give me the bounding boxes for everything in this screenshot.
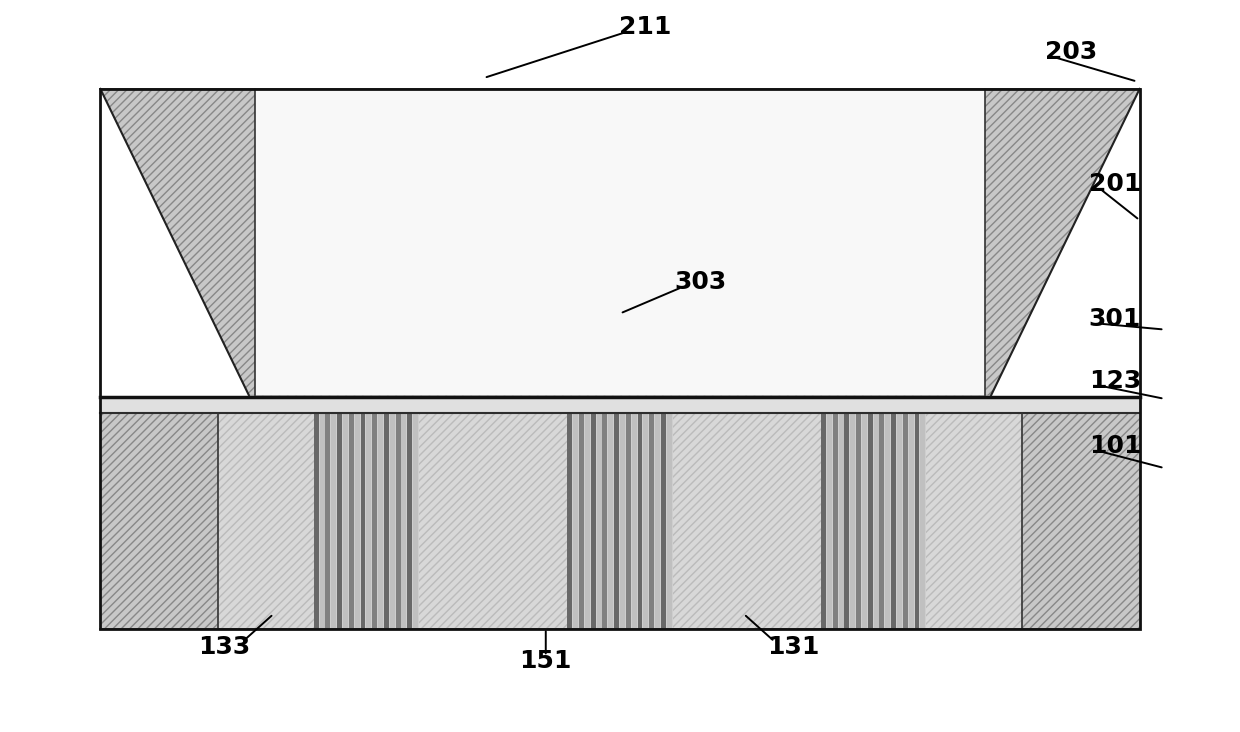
Text: 101: 101 xyxy=(1089,434,1141,458)
Bar xyxy=(100,414,1140,629)
Bar xyxy=(378,414,383,629)
Bar xyxy=(573,414,578,629)
Bar xyxy=(413,414,418,629)
Bar xyxy=(590,414,595,629)
Bar xyxy=(827,414,832,629)
Bar xyxy=(396,414,401,629)
Bar xyxy=(402,414,407,629)
Bar xyxy=(218,414,1022,629)
Text: 131: 131 xyxy=(768,635,820,659)
Bar xyxy=(644,414,649,629)
Polygon shape xyxy=(255,89,985,395)
Bar xyxy=(596,414,601,629)
Bar xyxy=(314,414,419,629)
Bar xyxy=(609,414,614,629)
Bar xyxy=(348,414,353,629)
Bar xyxy=(568,414,573,629)
Bar xyxy=(833,414,838,629)
Bar xyxy=(579,414,584,629)
Bar xyxy=(331,414,336,629)
Bar xyxy=(337,414,342,629)
Bar xyxy=(320,414,325,629)
Bar xyxy=(355,414,360,629)
Text: 211: 211 xyxy=(619,15,671,39)
Bar xyxy=(856,414,861,629)
Text: 123: 123 xyxy=(1089,369,1141,392)
Bar xyxy=(892,414,897,629)
Bar xyxy=(920,414,925,629)
Polygon shape xyxy=(100,89,1140,395)
Bar xyxy=(885,414,890,629)
Bar xyxy=(667,414,672,629)
Bar xyxy=(407,414,412,629)
Text: 203: 203 xyxy=(1045,40,1097,64)
Bar xyxy=(366,414,371,629)
Bar xyxy=(614,414,619,629)
Text: 133: 133 xyxy=(198,635,250,659)
Text: 303: 303 xyxy=(675,270,727,294)
Text: 301: 301 xyxy=(1089,307,1141,331)
Bar xyxy=(844,414,849,629)
Bar xyxy=(620,414,625,629)
Bar xyxy=(603,414,608,629)
Bar xyxy=(903,414,908,629)
Bar xyxy=(361,414,366,629)
Bar xyxy=(100,397,1140,414)
Text: 151: 151 xyxy=(520,649,572,673)
Bar xyxy=(631,414,636,629)
Bar xyxy=(218,414,1022,629)
Bar xyxy=(650,414,655,629)
Bar xyxy=(343,414,348,629)
Bar xyxy=(372,414,377,629)
Text: 201: 201 xyxy=(1089,172,1141,195)
Bar xyxy=(862,414,867,629)
Bar xyxy=(325,414,330,629)
Bar xyxy=(637,414,642,629)
Bar xyxy=(626,414,631,629)
Bar xyxy=(851,414,856,629)
Bar xyxy=(568,414,672,629)
Bar xyxy=(389,414,394,629)
Bar xyxy=(909,414,914,629)
Bar xyxy=(868,414,873,629)
Bar xyxy=(384,414,389,629)
Bar xyxy=(100,414,1140,629)
Bar xyxy=(655,414,660,629)
Bar xyxy=(897,414,901,629)
Bar xyxy=(821,414,826,629)
Bar xyxy=(585,414,590,629)
Bar xyxy=(661,414,666,629)
Bar xyxy=(879,414,884,629)
Bar xyxy=(821,414,926,629)
Bar xyxy=(100,89,1140,629)
Bar xyxy=(915,414,920,629)
Bar xyxy=(874,414,879,629)
Bar xyxy=(838,414,843,629)
Bar xyxy=(314,414,319,629)
